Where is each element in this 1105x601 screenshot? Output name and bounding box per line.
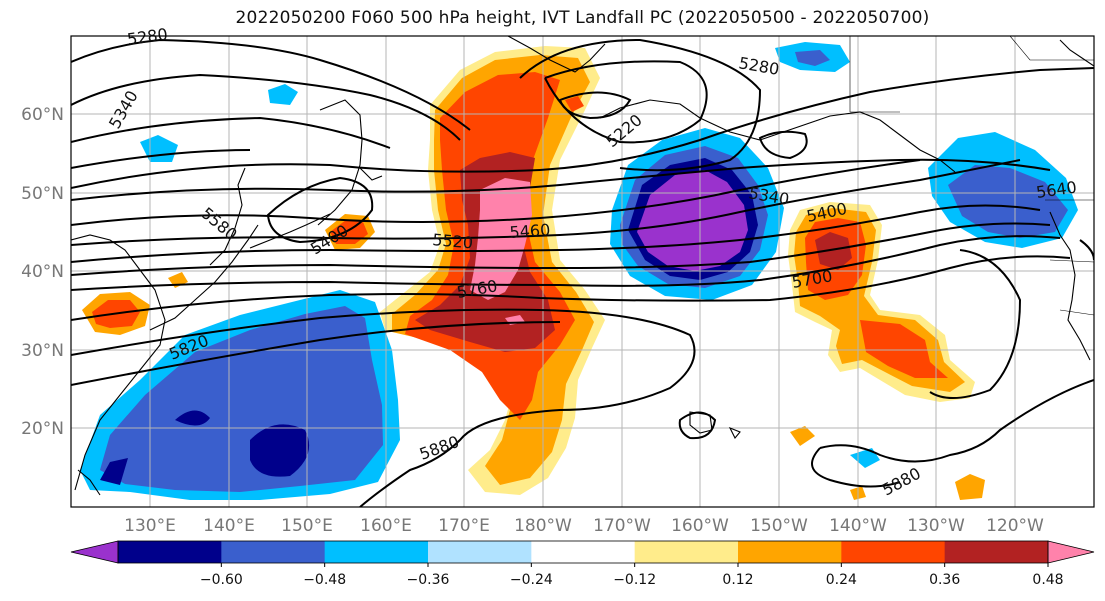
colorbar-segment bbox=[324, 541, 429, 563]
colorbar-segment bbox=[634, 541, 739, 563]
lon-label: 170°W bbox=[593, 516, 651, 536]
graticule bbox=[71, 36, 1094, 507]
colorbar-segment bbox=[944, 541, 1049, 563]
lon-label: 130°E bbox=[124, 516, 176, 536]
map-panel bbox=[71, 36, 1094, 507]
lon-label: 180°W bbox=[514, 516, 572, 536]
latitude-labels: 60°N 50°N 40°N 30°N 20°N bbox=[21, 105, 64, 439]
colorbar-tick-label: 0.48 bbox=[1032, 572, 1063, 588]
colorbar-tick-label: −0.60 bbox=[200, 572, 243, 588]
lon-label: 130°W bbox=[907, 516, 965, 536]
lon-label: 140°W bbox=[829, 516, 887, 536]
lon-label: 160°W bbox=[671, 516, 729, 536]
map-frame bbox=[70, 35, 1095, 508]
coastlines bbox=[71, 36, 1094, 496]
contour-label: 5520 bbox=[432, 230, 474, 252]
colorbar-tick-label: −0.12 bbox=[613, 572, 656, 588]
lon-label: 160°E bbox=[360, 516, 412, 536]
height-contours bbox=[71, 38, 1094, 507]
colorbar-segment bbox=[428, 541, 532, 563]
colorbar-tick-label: −0.24 bbox=[510, 572, 553, 588]
lon-label: 140°E bbox=[203, 516, 255, 536]
colorbar-tick-label: −0.48 bbox=[303, 572, 346, 588]
lon-label: 120°W bbox=[986, 516, 1044, 536]
colorbar-segment bbox=[841, 541, 946, 563]
political-boundaries bbox=[849, 36, 1094, 316]
colorbar-tick-label: 0.36 bbox=[929, 572, 960, 588]
contour-label: 5460 bbox=[509, 220, 551, 242]
lon-label: 150°W bbox=[750, 516, 808, 536]
lon-label: 170°E bbox=[438, 516, 490, 536]
lat-label: 50°N bbox=[21, 184, 64, 204]
colorbar-tick-label: −0.36 bbox=[407, 572, 450, 588]
lat-label: 40°N bbox=[21, 262, 64, 282]
colorbar-segment bbox=[738, 541, 842, 563]
longitude-labels: 130°E 140°E 150°E 160°E 170°E 180°W 170°… bbox=[124, 516, 1044, 536]
colorbar-frame bbox=[117, 540, 1049, 564]
colorbar-segment bbox=[531, 541, 636, 563]
lon-label: 150°E bbox=[281, 516, 333, 536]
colorbar-high-extend bbox=[1047, 540, 1095, 564]
colorbar-low-extend bbox=[70, 540, 119, 564]
lat-label: 20°N bbox=[21, 419, 64, 439]
colorbar: −0.60 −0.48 −0.36 −0.24 −0.12 0.12 0.24 0.36 0.4… bbox=[70, 540, 1095, 588]
colorbar-tick-label: 0.24 bbox=[826, 572, 857, 588]
map-title: 2022050200 F060 500 hPa height, IVT Land… bbox=[235, 8, 930, 28]
colorbar-tick-label: 0.12 bbox=[722, 572, 753, 588]
lat-label: 60°N bbox=[21, 105, 64, 125]
colorbar-segment bbox=[221, 541, 326, 563]
lat-label: 30°N bbox=[21, 341, 64, 361]
colorbar-segment bbox=[118, 541, 222, 563]
